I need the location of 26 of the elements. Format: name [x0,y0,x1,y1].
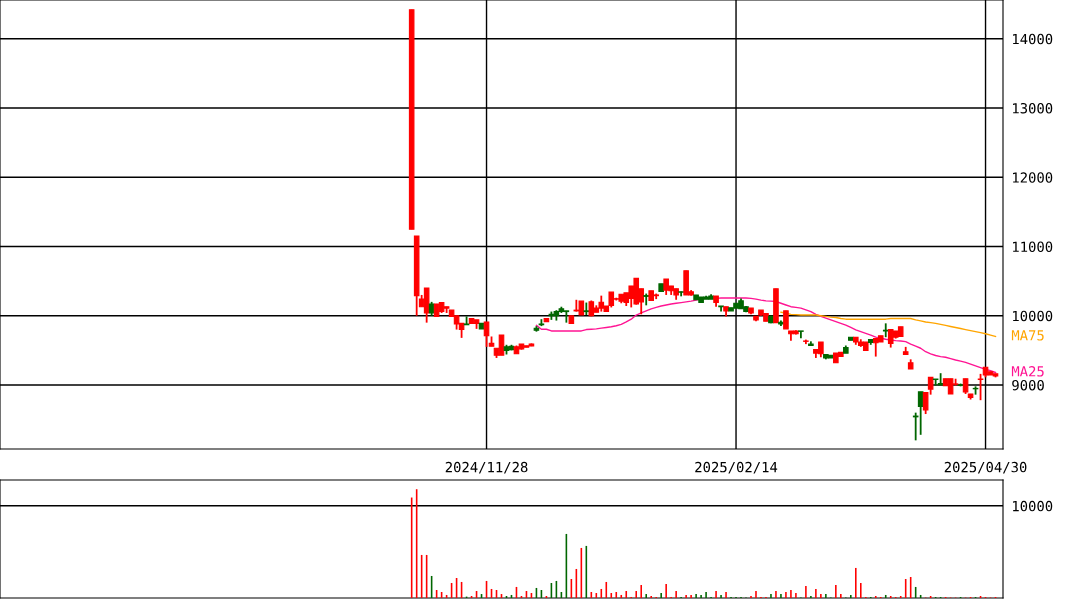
x-tick-label: 2024/11/28 [445,461,528,474]
candlestick [483,321,490,348]
y-tick-label: 10000 [1013,310,1053,322]
candlestick [937,372,944,386]
x-tick-label: 2025/04/30 [944,461,1027,474]
candlestick [917,390,924,436]
x-tick-label: 2025/02/14 [695,461,778,474]
candlestick [498,334,505,357]
y-tick-label: 11000 [1013,241,1053,252]
candlestick [922,391,929,415]
line-series [780,311,997,338]
candlestick [573,298,580,313]
y-tick-label: 14000 [1013,33,1053,45]
candlestick [882,322,889,339]
y-tick-label: 9000 [1012,379,1044,391]
candlestick [912,411,919,442]
candlestick [718,305,724,313]
series-label: MA75 [1011,330,1044,341]
y-tick-label: 12000 [1013,172,1053,183]
candlestick [977,372,984,402]
y-tick-label: 13000 [1013,103,1053,114]
y-tick-label: 10000 [1013,500,1053,512]
line-series [535,297,997,374]
series-label: MA25 [1011,366,1044,377]
candlestick [783,309,789,330]
candlestick [798,330,804,340]
